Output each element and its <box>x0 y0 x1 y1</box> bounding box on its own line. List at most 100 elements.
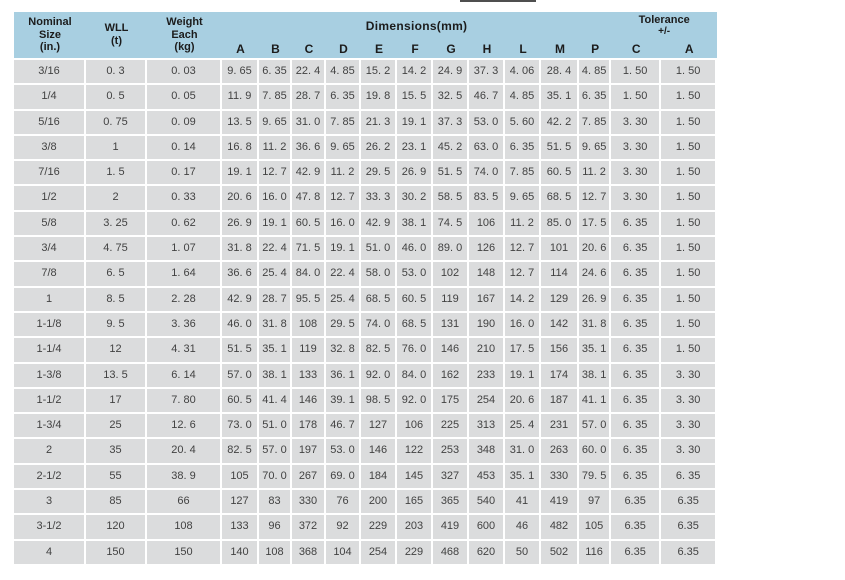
cell: 267 <box>292 464 326 491</box>
cell: 42. 9 <box>361 211 397 238</box>
cell: 0. 14 <box>147 135 222 162</box>
cell: 3. 30 <box>661 363 718 389</box>
cell: 1. 50 <box>661 338 718 364</box>
cell: 21. 3 <box>361 110 397 136</box>
cell: 9. 65 <box>222 60 259 86</box>
table-row: 3 85 66 127 83 330 76 200 165 365 540 41 419 97 6.35 6.… <box>14 490 718 516</box>
cell: 20. 6 <box>222 186 259 212</box>
cell: 23. 1 <box>397 135 433 162</box>
cell: 6.35 <box>611 490 662 516</box>
cell: 1. 50 <box>661 60 718 86</box>
cell: 6. 35 <box>611 439 662 465</box>
cell: 6. 35 <box>661 464 718 491</box>
cell: 225 <box>433 414 469 440</box>
header-line: Nominal <box>28 15 72 28</box>
cell: 38. 1 <box>259 363 292 389</box>
cell: 35. 1 <box>259 338 292 364</box>
cell: 3. 25 <box>86 211 147 238</box>
cell: 97 <box>579 490 612 516</box>
cell: 254 <box>469 388 505 415</box>
cell: 19. 1 <box>326 237 361 263</box>
header-line: Size <box>38 28 61 41</box>
cell: 4 <box>14 540 86 566</box>
cell: 0. 75 <box>86 110 147 136</box>
cell: 6.35 <box>661 540 718 566</box>
cell: 11. 9 <box>222 85 259 111</box>
header-line: +/- <box>658 26 671 38</box>
cell: 16. 0 <box>259 186 292 212</box>
cell: 2-1/2 <box>14 464 86 491</box>
cell: 101 <box>541 237 579 263</box>
cell: 9. 65 <box>326 135 361 162</box>
dim-letter-header-H: H <box>469 39 505 60</box>
cell: 1-1/8 <box>14 312 86 339</box>
cell: 116 <box>579 540 612 566</box>
table-row: 1-3/8 13. 5 6. 14 57. 0 38. 1 133 36. 1 92. 0 84… <box>14 363 718 389</box>
top-edge-artifact-line <box>460 0 536 2</box>
cell: 167 <box>469 287 505 313</box>
cell: 203 <box>397 515 433 541</box>
dim-letter-header-F: F <box>397 39 433 60</box>
cell: 83 <box>259 490 292 516</box>
cell: 6. 35 <box>611 464 662 491</box>
cell: 55 <box>86 464 147 491</box>
cell: 12. 6 <box>147 414 222 440</box>
cell: 1. 50 <box>661 110 718 136</box>
cell: 11. 2 <box>579 161 612 187</box>
cell: 19. 8 <box>361 85 397 111</box>
col-header-nominal-size: Nominal Size (in.) <box>14 12 86 60</box>
cell: 12. 7 <box>326 186 361 212</box>
cell: 253 <box>433 439 469 465</box>
cell: 53. 0 <box>469 110 505 136</box>
cell: 92 <box>326 515 361 541</box>
cell: 31. 8 <box>222 237 259 263</box>
cell: 6.35 <box>661 490 718 516</box>
dim-letter-header-C: C <box>292 39 326 60</box>
cell: 11. 2 <box>326 161 361 187</box>
cell: 7. 85 <box>505 161 541 187</box>
cell: 12. 7 <box>505 262 541 288</box>
dim-letter-header-L: L <box>505 39 541 60</box>
cell: 1-3/8 <box>14 363 86 389</box>
cell: 60. 0 <box>579 439 612 465</box>
cell: 104 <box>326 540 361 566</box>
cell: 74. 0 <box>469 161 505 187</box>
cell: 3. 30 <box>611 161 662 187</box>
cell: 146 <box>292 388 326 415</box>
dim-letter-header-M: M <box>541 39 579 60</box>
cell: 3. 30 <box>611 110 662 136</box>
cell: 60. 5 <box>292 211 326 238</box>
cell: 35. 1 <box>541 85 579 111</box>
cell: 20. 6 <box>579 237 612 263</box>
table-row: 5/8 3. 25 0. 62 26. 9 19. 1 60. 5 16. 0 42. 9 38… <box>14 211 718 238</box>
dim-letter-header-A: A <box>222 39 259 60</box>
cell: 6. 35 <box>505 135 541 162</box>
cell: 197 <box>292 439 326 465</box>
table-row: 1-1/2 17 7. 80 60. 5 41. 4 146 39. 1 98. 5 92. 0… <box>14 388 718 415</box>
header-line: Weight <box>166 15 203 28</box>
cell: 4. 75 <box>86 237 147 263</box>
cell: 1. 64 <box>147 262 222 288</box>
cell: 0. 33 <box>147 186 222 212</box>
cell: 142 <box>541 312 579 339</box>
tolerance-letter-header-A: A <box>661 39 718 60</box>
cell: 19. 1 <box>259 211 292 238</box>
cell: 60. 5 <box>541 161 579 187</box>
cell: 12 <box>86 338 147 364</box>
cell: 38. 1 <box>579 363 612 389</box>
cell: 12. 7 <box>505 237 541 263</box>
cell: 1. 50 <box>661 211 718 238</box>
cell: 82. 5 <box>361 338 397 364</box>
cell: 45. 2 <box>433 135 469 162</box>
cell: 1. 50 <box>661 135 718 162</box>
cell: 1 <box>14 287 86 313</box>
header-group-row: Nominal Size (in.) WLL (t) Weight Each (… <box>14 12 718 60</box>
cell: 31. 8 <box>579 312 612 339</box>
cell: 42. 9 <box>222 287 259 313</box>
cell: 6. 35 <box>611 312 662 339</box>
cell: 41 <box>505 490 541 516</box>
cell: 1. 50 <box>661 312 718 339</box>
cell: 3/16 <box>14 60 86 86</box>
